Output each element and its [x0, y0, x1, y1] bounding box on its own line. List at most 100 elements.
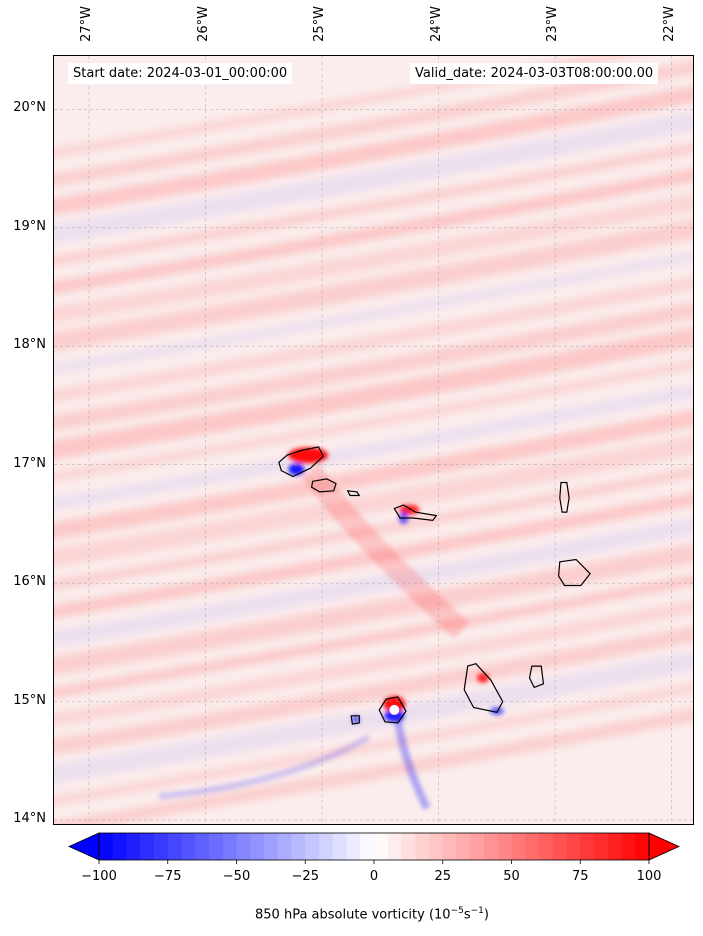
colorbar-cell [401, 833, 416, 860]
colorbar-extend-min [68, 832, 100, 861]
vorticity-streak [54, 683, 693, 806]
colorbar-cell [607, 833, 622, 860]
vorticity-streak [54, 384, 693, 511]
wake-blob [384, 709, 405, 722]
island-santo-antao [278, 446, 324, 478]
vorticity-streak [54, 168, 693, 295]
colorbar-tick-label: −25 [291, 869, 319, 884]
colorbar-cell [346, 833, 361, 860]
colorbar-cell [387, 833, 402, 860]
colorbar-cell [525, 833, 540, 860]
colorbar-cell [222, 833, 237, 860]
vorticity-streak [54, 85, 693, 215]
island-maio [528, 665, 545, 689]
colorbar-cell [552, 833, 567, 860]
colorbar-cell [429, 833, 444, 860]
vorticity-streak [54, 543, 693, 676]
colorbar-label-unit-exponent: −1 [470, 906, 484, 916]
colorbar-cell [167, 833, 182, 860]
colorbar-cell [264, 833, 279, 860]
wake-plume [158, 734, 371, 800]
vorticity-map [54, 56, 693, 824]
colorbar-cell [181, 833, 196, 860]
vorticity-streak [54, 409, 693, 539]
map-panel[interactable] [53, 55, 694, 825]
colorbar-label-exponent: −5 [450, 906, 464, 916]
vorticity-streak [54, 575, 693, 698]
colorbar-tick-label: −75 [154, 869, 182, 884]
island-sao-nicolau [393, 504, 438, 522]
colorbar-tick-label: 75 [571, 869, 589, 884]
colorbar-cell [360, 833, 375, 860]
colorbar-label-text: 850 hPa absolute vorticity (10 [255, 907, 451, 923]
colorbar-cell [332, 833, 347, 860]
colorbar-label-unit: s [463, 907, 471, 923]
lat-tick-label: 16°N [13, 574, 46, 590]
vorticity-streak [54, 111, 693, 244]
vorticity-streak [54, 143, 693, 266]
colorbar-extend-max [648, 832, 680, 861]
vorticity-streak [54, 708, 693, 824]
colorbar-cell [154, 833, 169, 860]
colorbar-cell [112, 833, 127, 860]
island-sal [559, 481, 570, 513]
colorbar-cell [539, 833, 554, 860]
colorbar-tick-label: 100 [636, 869, 662, 884]
island-boa-vista [557, 558, 591, 587]
gridlines [54, 56, 693, 824]
lat-tick-label: 19°N [13, 218, 46, 234]
colorbar-cell [195, 833, 210, 860]
colorbar-cell [291, 833, 306, 860]
colorbar-cell [470, 833, 485, 860]
coastlines [278, 446, 591, 725]
colorbar-label-close: ) [483, 907, 489, 923]
colorbar-tick-label: −50 [222, 869, 251, 884]
colorbar-cell [621, 833, 636, 860]
vorticity-streak [54, 56, 636, 158]
colorbar-tick-label: 0 [369, 869, 379, 884]
start-date-label: Start date: 2024-03-01_00:00:00 [68, 63, 293, 84]
colorbar-cell [566, 833, 581, 860]
island-santa-luzia [346, 490, 361, 497]
colorbar-cell [594, 833, 609, 860]
vorticity-streak [54, 517, 693, 647]
lat-tick-label: 15°N [13, 692, 46, 708]
colorbar-tick-label: −100 [81, 869, 117, 884]
colorbar-cell [209, 833, 224, 860]
island-sao-vicente [310, 478, 337, 493]
wake-plume [393, 718, 431, 810]
colorbar-cell [277, 833, 292, 860]
colorbar-cell [497, 833, 512, 860]
lat-tick-label: 20°N [13, 100, 46, 116]
wake-blob [351, 715, 360, 724]
colorbar-cell [250, 833, 265, 860]
lat-tick-label: 14°N [13, 811, 46, 827]
colorbar-cell [442, 833, 457, 860]
vorticity-streak [54, 327, 693, 460]
island-fogo [378, 696, 407, 724]
vorticity-streak [54, 625, 693, 755]
vorticity-streak [54, 492, 693, 619]
vorticity-streak [54, 435, 693, 568]
colorbar-cells [68, 832, 680, 861]
vorticity-streak [54, 359, 693, 482]
vorticity-streak [54, 600, 693, 727]
colorbar-cell [374, 833, 389, 860]
valid-date-label: Valid_date: 2024-03-03T08:00:00.00 [410, 63, 659, 84]
island-brava [350, 715, 360, 725]
colorbar-tick-marks [98, 860, 650, 864]
colorbar-label: 850 hPa absolute vorticity (10−5s−1) [255, 906, 489, 922]
colorbar-cell [305, 833, 320, 860]
vorticity-streak [54, 219, 693, 352]
colorbar-cell [99, 833, 114, 860]
vorticity-streak [54, 276, 693, 403]
colorbar-cell [415, 833, 430, 860]
colorbar-cell [456, 833, 471, 860]
colorbar-cell [580, 833, 595, 860]
colorbar-tick-label: 50 [503, 869, 520, 884]
island-fogo-interior [389, 704, 400, 715]
vorticity-streak [54, 251, 693, 374]
lat-tick-label: 17°N [13, 455, 46, 471]
